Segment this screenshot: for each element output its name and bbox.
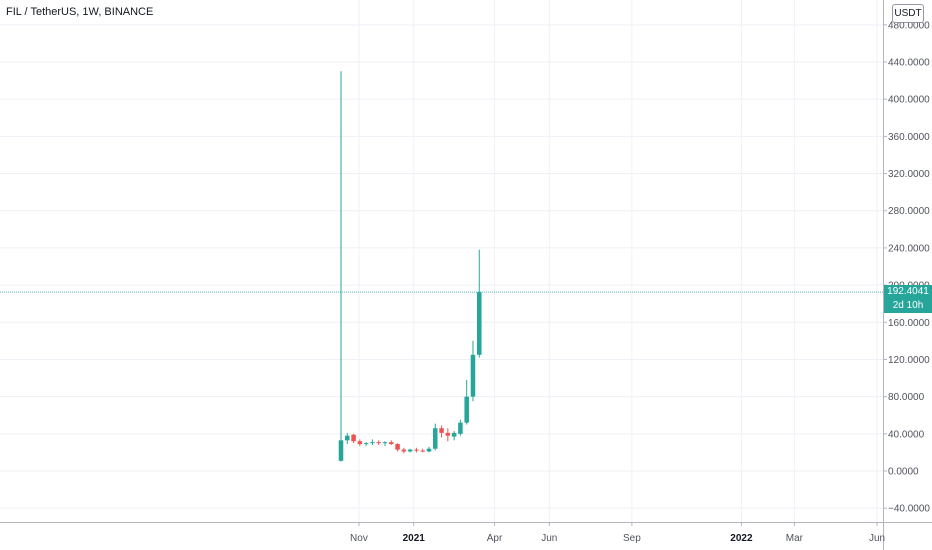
- price-axis-label: 360.0000: [888, 132, 930, 143]
- candle-down: [351, 434, 356, 442]
- time-axis-label: 2022: [730, 533, 753, 544]
- candle-down: [395, 444, 400, 450]
- price-axis-label: 80.0000: [888, 392, 925, 403]
- price-axis-label: 280.0000: [888, 206, 930, 217]
- last-price-value: 192.4041: [887, 286, 929, 297]
- time-axis-label: Sep: [623, 533, 641, 544]
- candle-up: [451, 432, 457, 437]
- candle-up: [426, 448, 432, 452]
- chart-legend-title: FIL / TetherUS, 1W, BINANCE: [6, 6, 154, 18]
- candle-up: [470, 354, 476, 397]
- candle-up: [382, 442, 388, 444]
- price-axis-label: 480.0000: [888, 20, 930, 31]
- price-axis-label: 160.0000: [888, 318, 930, 329]
- candle-up: [407, 449, 413, 452]
- time-axis-label: Nov: [350, 533, 368, 544]
- price-axis-label: 320.0000: [888, 169, 930, 180]
- price-axis-label: 0.0000: [888, 467, 919, 478]
- price-axis-label: 400.0000: [888, 95, 930, 106]
- candle-up: [338, 440, 344, 461]
- bar-countdown: 2d 10h: [892, 300, 924, 311]
- candle-up: [345, 435, 350, 441]
- candle-up: [458, 422, 463, 434]
- time-axis-label: Mar: [786, 533, 804, 544]
- candle-up: [433, 428, 438, 449]
- time-axis-label: 2021: [403, 533, 426, 544]
- candle-up: [363, 443, 369, 445]
- candle-down: [420, 450, 425, 452]
- candle-down: [445, 432, 451, 436]
- candle-down: [357, 441, 363, 445]
- price-axis-label: 40.0000: [888, 429, 925, 440]
- currency-unit-button[interactable]: USDT: [892, 4, 924, 23]
- candle-down: [401, 449, 407, 452]
- last-price-label: 192.4041 2d 10h: [884, 285, 932, 313]
- price-axis-label: 440.0000: [888, 58, 930, 69]
- candle-down: [376, 442, 381, 444]
- price-axis-label: 240.0000: [888, 243, 930, 254]
- candle-up: [370, 442, 375, 444]
- price-axis-label: 120.0000: [888, 355, 930, 366]
- candle-up: [464, 396, 469, 423]
- candle-up: [477, 292, 482, 355]
- time-axis-label: Jun: [869, 533, 885, 544]
- time-axis-label: Jun: [541, 533, 557, 544]
- price-axis-label: −40.0000: [888, 504, 930, 515]
- candle-down: [414, 449, 419, 451]
- candle-down: [439, 428, 444, 433]
- time-axis-label: Apr: [487, 533, 503, 544]
- candle-down: [389, 442, 394, 445]
